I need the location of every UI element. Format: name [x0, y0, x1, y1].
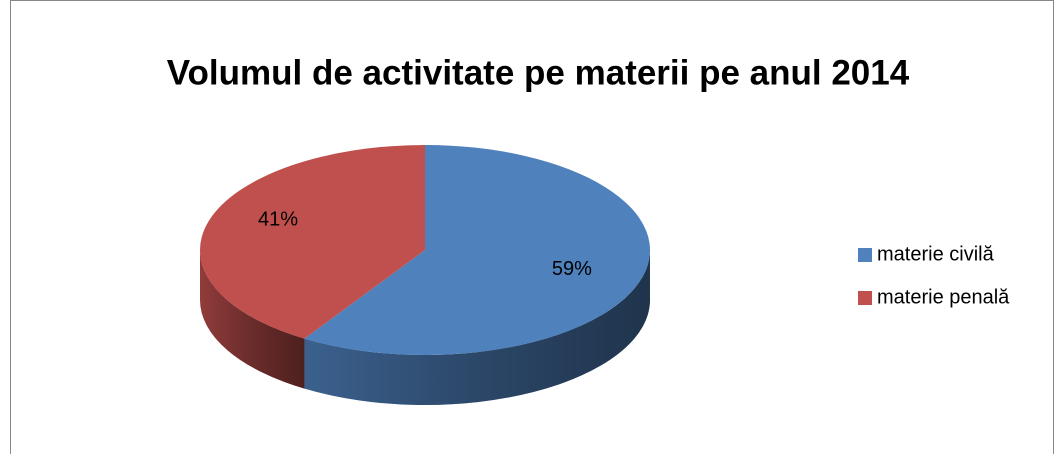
legend-label: materie civilă [877, 243, 995, 265]
pie-slice [304, 145, 651, 355]
legend-label: materie penală [877, 286, 1010, 308]
legend-swatch [858, 291, 872, 305]
pie-side-shade [200, 250, 305, 389]
pie-side-shade [304, 250, 650, 405]
chart-title: Volumul de activitate pe materii pe anul… [167, 53, 910, 92]
data-label: 59% [552, 258, 592, 280]
pie-slice [200, 145, 425, 339]
data-label: 41% [258, 208, 298, 230]
legend-swatch [858, 248, 872, 262]
